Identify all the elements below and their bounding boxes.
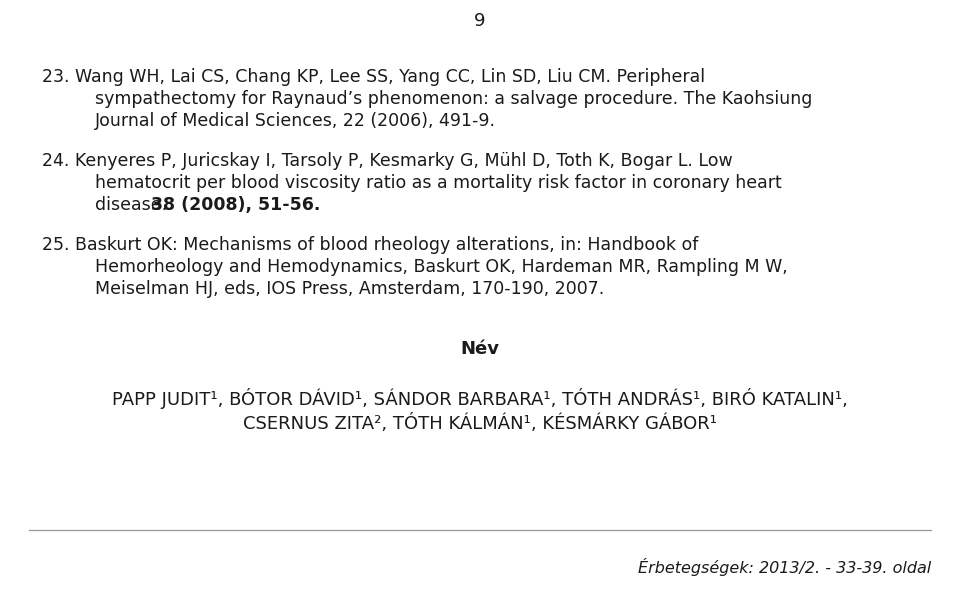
Text: 38 (2008), 51-56.: 38 (2008), 51-56. [151,196,321,214]
Text: Journal of Medical Sciences, 22 (2006), 491-9.: Journal of Medical Sciences, 22 (2006), … [95,112,496,130]
Text: sympathectomy for Raynaud’s phenomenon: a salvage procedure. The Kaohsiung: sympathectomy for Raynaud’s phenomenon: … [95,90,812,108]
Text: 25. Baskurt OK: Mechanisms of blood rheology alterations, in: Handbook of: 25. Baskurt OK: Mechanisms of blood rheo… [42,236,698,254]
Text: 23. Wang WH, Lai CS, Chang KP, Lee SS, Yang CC, Lin SD, Liu CM. Peripheral: 23. Wang WH, Lai CS, Chang KP, Lee SS, Y… [42,68,706,86]
Text: Hemorheology and Hemodynamics, Baskurt OK, Hardeman MR, Rampling M W,: Hemorheology and Hemodynamics, Baskurt O… [95,258,788,276]
Text: CSERNUS ZITA², TÓTH KÁLMÁN¹, KÉSMÁRKY GÁBOR¹: CSERNUS ZITA², TÓTH KÁLMÁN¹, KÉSMÁRKY GÁ… [243,414,717,433]
Text: 9: 9 [474,12,486,30]
Text: disease.: disease. [95,196,173,214]
Text: hematocrit per blood viscosity ratio as a mortality risk factor in coronary hear: hematocrit per blood viscosity ratio as … [95,174,781,192]
Text: Meiselman HJ, eds, IOS Press, Amsterdam, 170-190, 2007.: Meiselman HJ, eds, IOS Press, Amsterdam,… [95,280,604,298]
Text: PAPP JUDIT¹, BÓTOR DÁVID¹, SÁNDOR BARBARA¹, TÓTH ANDRÁS¹, BIRÓ KATALIN¹,: PAPP JUDIT¹, BÓTOR DÁVID¹, SÁNDOR BARBAR… [112,388,848,409]
Text: Érbetegségek: 2013/2. - 33-39. oldal: Érbetegségek: 2013/2. - 33-39. oldal [638,558,931,576]
Text: Név: Név [461,340,499,358]
Text: 24. Kenyeres P, Juricskay I, Tarsoly P, Kesmarky G, Mühl D, Toth K, Bogar L. Low: 24. Kenyeres P, Juricskay I, Tarsoly P, … [42,152,732,170]
